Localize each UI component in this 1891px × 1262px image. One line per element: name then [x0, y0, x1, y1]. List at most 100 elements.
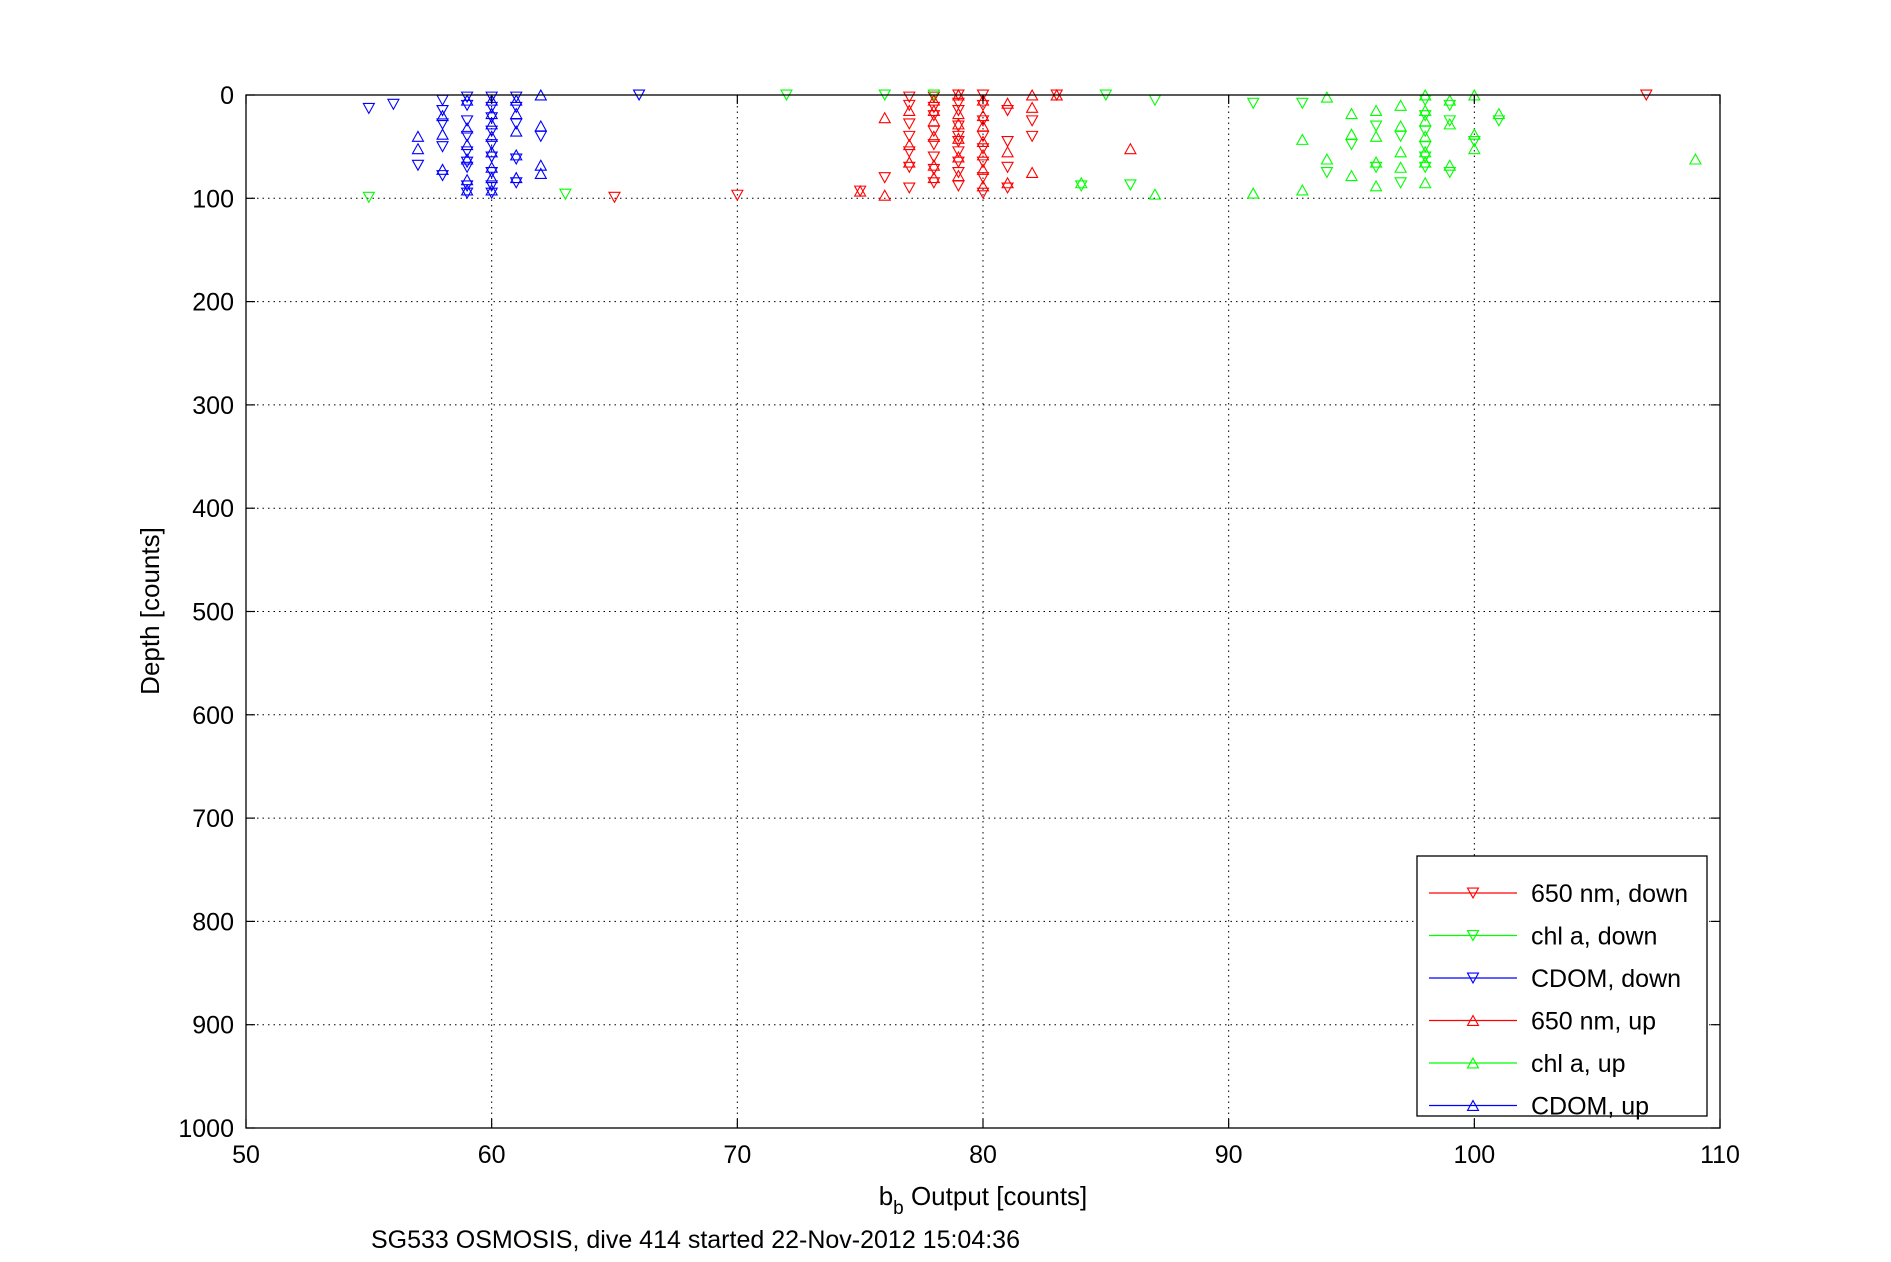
- data-point: [460, 180, 474, 192]
- data-point: [509, 101, 523, 114]
- data-point: [1320, 166, 1334, 179]
- legend-label: 650 nm, up: [1531, 1008, 1656, 1036]
- data-point: [509, 107, 523, 120]
- data-point: [1443, 159, 1457, 171]
- data-point: [878, 172, 892, 184]
- data-point: [927, 101, 941, 114]
- data-point: [902, 118, 916, 131]
- data-point: [436, 94, 449, 107]
- data-point: [1001, 104, 1015, 117]
- data-point: [1467, 135, 1481, 148]
- legend-label: chl a, up: [1531, 1050, 1626, 1078]
- data-point: [927, 130, 941, 142]
- data-point: [1394, 130, 1408, 143]
- data-point: [1123, 142, 1137, 155]
- data-point: [1492, 107, 1506, 120]
- data-point: [534, 130, 548, 143]
- y-tick-label: 800: [192, 908, 234, 936]
- data-point: [1295, 183, 1309, 196]
- data-point: [509, 91, 523, 104]
- data-point: [1001, 145, 1015, 158]
- data-point: [485, 130, 499, 142]
- data-point: [460, 115, 474, 127]
- data-point: [436, 170, 449, 182]
- legend-marker: [1466, 972, 1480, 985]
- data-point: [436, 128, 449, 140]
- data-point: [1394, 177, 1408, 189]
- data-point: [1148, 94, 1162, 107]
- legend-item: 650 nm, down: [1429, 880, 1688, 908]
- data-point: [534, 167, 548, 180]
- data-point: [951, 97, 965, 110]
- data-point: [730, 189, 744, 202]
- data-point: [927, 151, 941, 164]
- data-point: [460, 183, 474, 196]
- data-point: [976, 119, 990, 132]
- y-tick-label: 100: [192, 185, 234, 213]
- data-point: [460, 187, 474, 200]
- legend-marker: [1466, 1014, 1480, 1026]
- data-point: [534, 159, 548, 171]
- data-point: [1688, 152, 1702, 165]
- data-point: [902, 91, 916, 104]
- data-point: [534, 119, 548, 132]
- data-point: [1025, 130, 1039, 143]
- data-point: [1345, 128, 1358, 140]
- data-point: [485, 91, 499, 104]
- data-point: [878, 111, 892, 124]
- data-point: [1001, 176, 1015, 189]
- data-point: [1394, 145, 1408, 158]
- data-point: [1418, 130, 1432, 142]
- data-point: [460, 91, 474, 104]
- data-point: [1025, 166, 1039, 178]
- data-point: [878, 189, 892, 201]
- data-point: [558, 188, 572, 201]
- data-point: [951, 135, 965, 148]
- legend-label: 650 nm, down: [1531, 880, 1688, 908]
- data-point: [411, 130, 425, 142]
- legend-item: CDOM, up: [1429, 1093, 1649, 1121]
- data-point: [1246, 187, 1260, 199]
- data-point: [1025, 101, 1039, 113]
- data-point: [902, 182, 916, 195]
- data-point: [1001, 135, 1015, 148]
- data-point: [1295, 133, 1309, 145]
- data-point: [1394, 119, 1408, 132]
- data-point: [1369, 104, 1383, 116]
- data-point: [1345, 107, 1358, 120]
- data-point: [1345, 169, 1358, 182]
- data-point: [1369, 130, 1383, 142]
- data-point: [927, 163, 941, 176]
- data-point: [1001, 161, 1015, 174]
- legend-item: 650 nm, up: [1429, 1008, 1656, 1036]
- data-point: [902, 146, 916, 158]
- data-point: [1418, 114, 1432, 127]
- legend-marker: [1466, 929, 1480, 942]
- legend-marker: [1466, 1099, 1480, 1111]
- data-point: [1320, 152, 1334, 165]
- data-point: [1467, 142, 1481, 155]
- data-point: [436, 141, 449, 153]
- data-point: [976, 179, 990, 192]
- data-point: [1443, 94, 1457, 106]
- legend-item: CDOM, down: [1429, 965, 1681, 993]
- x-axis-label: bb Output [counts]: [879, 1181, 1088, 1219]
- data-point: [853, 185, 867, 198]
- legend-marker: [1466, 1056, 1480, 1069]
- data-point: [1467, 128, 1481, 140]
- legend: 650 nm, down chl a, down CDOM, down 650 nm,…: [1416, 855, 1708, 1121]
- data-point: [1246, 97, 1260, 110]
- data-point: [1001, 97, 1015, 109]
- data-point: [485, 94, 499, 106]
- series-650-nm-down: [608, 89, 1653, 204]
- data-point: [509, 94, 523, 106]
- data-point: [951, 117, 965, 130]
- data-point: [509, 171, 523, 184]
- legend-item: chl a, up: [1429, 1050, 1626, 1078]
- data-point: [927, 139, 941, 151]
- y-tick-label: 700: [192, 805, 234, 833]
- x-tick-label: 70: [723, 1141, 751, 1169]
- axis-ticks: 50 60 70 80 90 100 110 0 100 200 300 400 500 600 700 80…: [178, 82, 1740, 1169]
- data-point: [1123, 179, 1137, 191]
